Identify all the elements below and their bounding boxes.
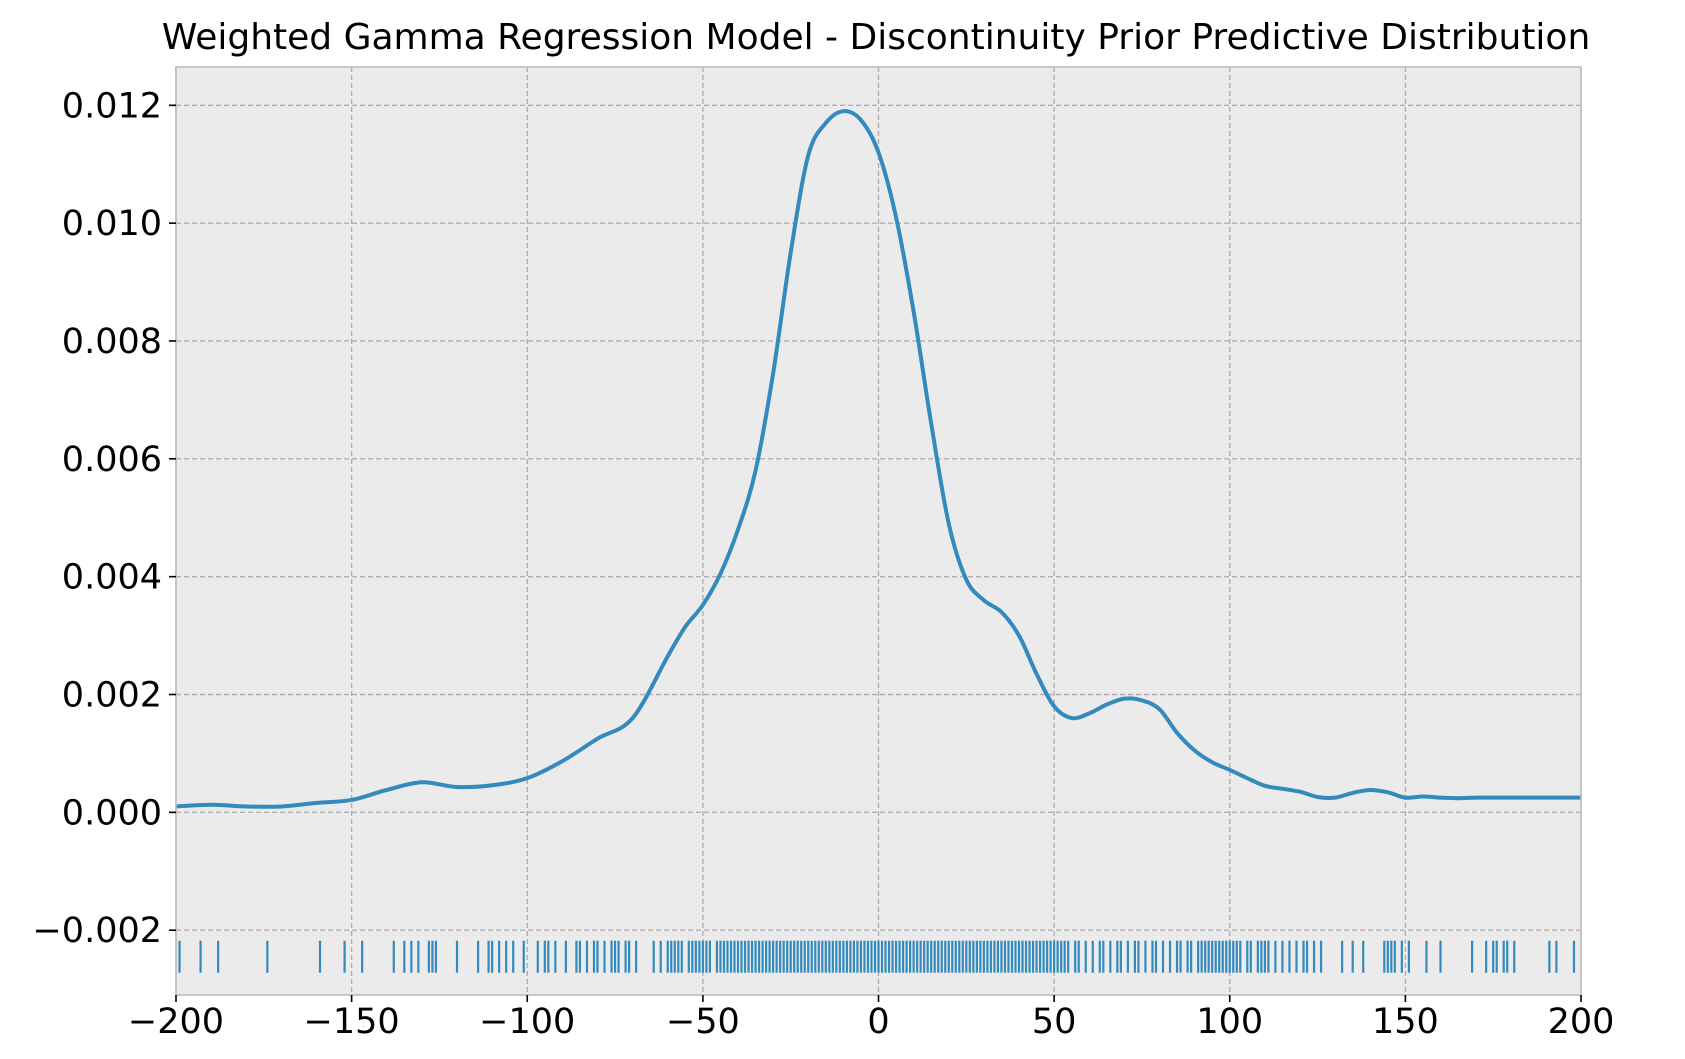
x-axis: −200 −150 −100 −50 0 50 100 150 200: [128, 995, 1614, 1042]
x-tick-label: 50: [1032, 1002, 1077, 1042]
y-tick-label: 0.002: [62, 676, 162, 716]
y-tick-label: 0.010: [62, 204, 162, 244]
x-tick-label: −100: [479, 1002, 575, 1042]
y-axis: −0.002 0.000 0.002 0.004 0.006 0.008 0.010 0.01…: [32, 86, 176, 951]
x-tick-label: 200: [1548, 1002, 1615, 1042]
y-tick-label: 0.004: [62, 558, 162, 598]
x-tick-label: 0: [867, 1002, 889, 1042]
kde-density-line: [175, 109, 1581, 809]
y-gridlines: [176, 104, 1581, 931]
chart-title: Weighted Gamma Regression Model - Discon…: [162, 17, 1591, 58]
y-tick-label: 0.012: [62, 86, 162, 126]
x-tick-label: 150: [1372, 1002, 1439, 1042]
y-tick-label: 0.000: [62, 793, 162, 833]
x-tick-label: −50: [666, 1002, 740, 1042]
x-tick-label: 100: [1196, 1002, 1263, 1042]
y-tick-label: 0.006: [62, 440, 162, 480]
y-tick-label: −0.002: [32, 911, 162, 951]
y-tick-label: 0.008: [62, 322, 162, 362]
x-tick-label: −150: [304, 1002, 400, 1042]
x-tick-label: −200: [128, 1002, 224, 1042]
rug-ticks: [178, 940, 1576, 973]
